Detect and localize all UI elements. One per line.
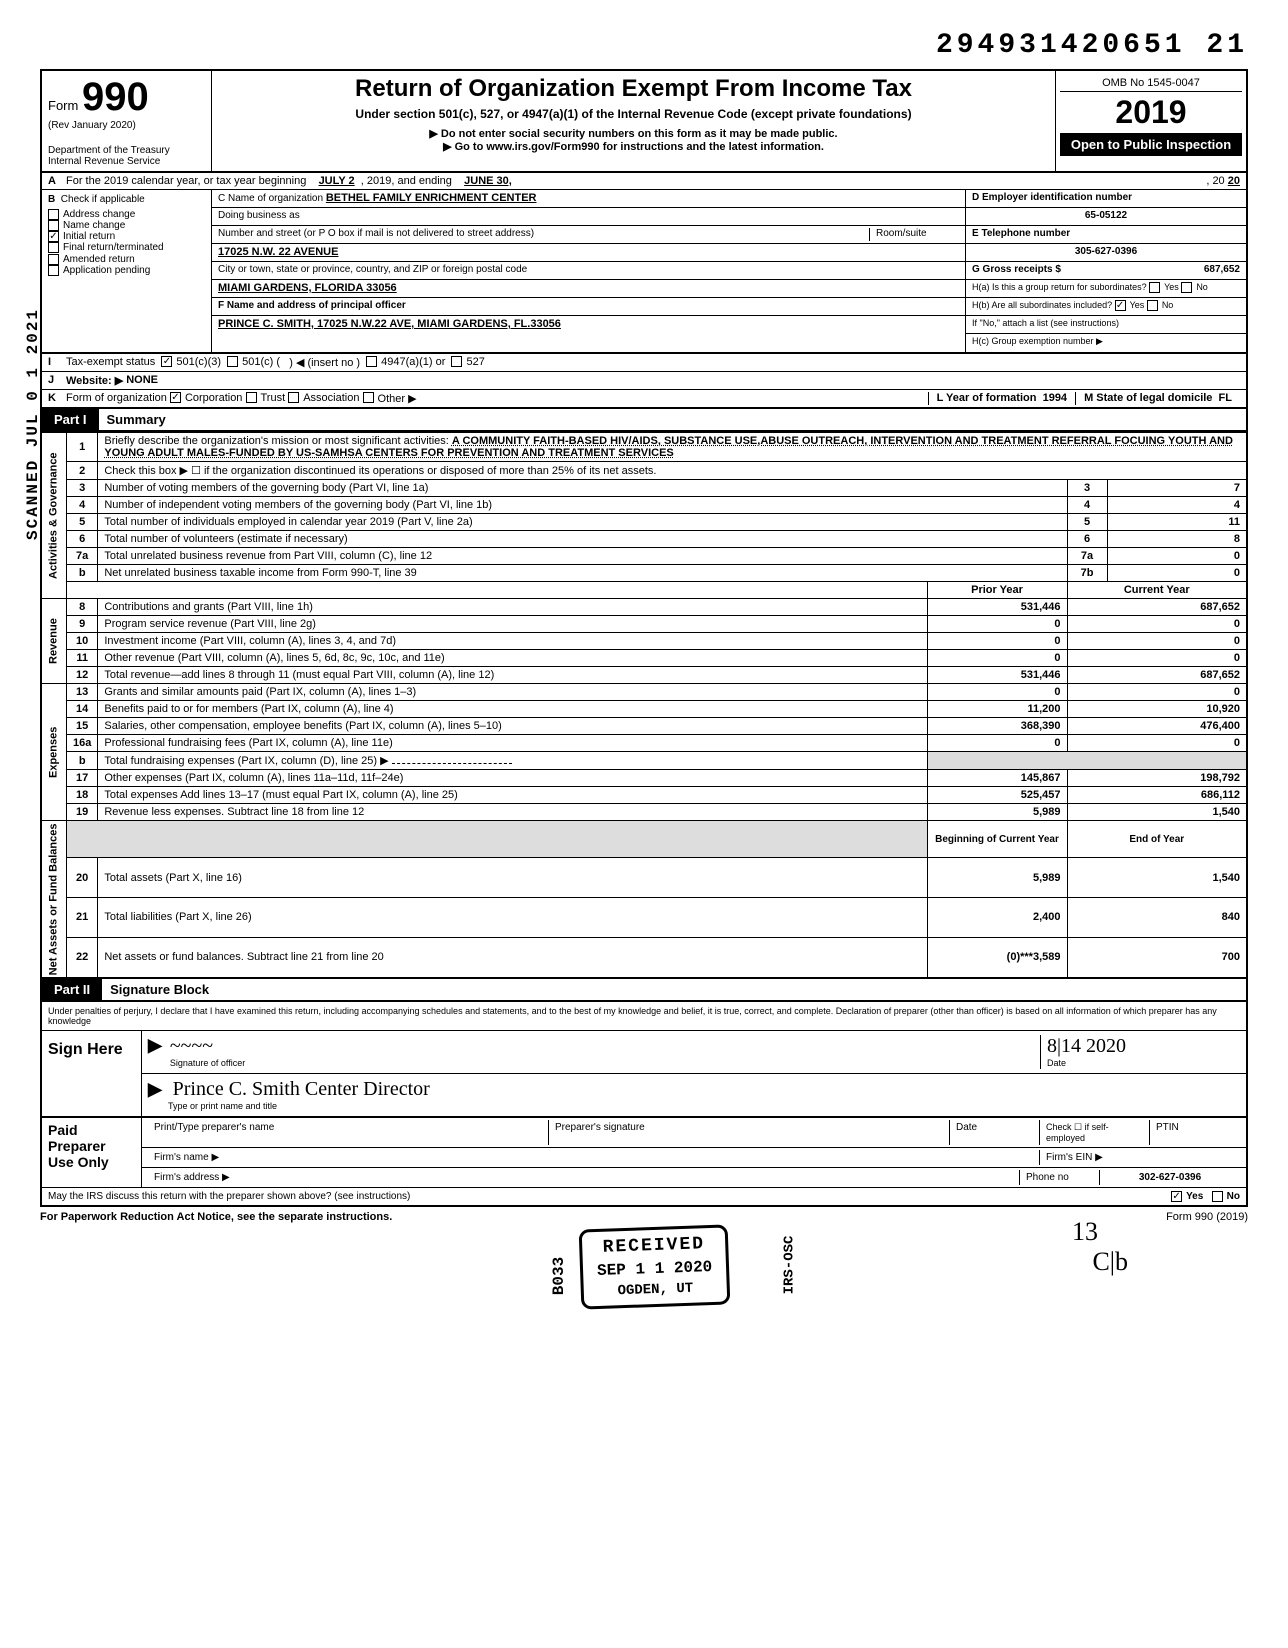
officer-signature: ~~~~ bbox=[170, 1035, 213, 1057]
stamp-irs-osc: IRS-OSC bbox=[781, 1236, 797, 1295]
side-governance: Activities & Governance bbox=[41, 433, 67, 599]
irs-discuss-question: May the IRS discuss this return with the… bbox=[48, 1191, 410, 1202]
sign-here-label: Sign Here bbox=[42, 1031, 142, 1116]
row-j-website: J Website: ▶ NONE bbox=[40, 372, 1248, 390]
side-net-assets: Net Assets or Fund Balances bbox=[41, 821, 67, 978]
ssn-warning: ▶ Do not enter social security numbers o… bbox=[218, 127, 1049, 140]
penalty-statement: Under penalties of perjury, I declare th… bbox=[42, 1002, 1246, 1031]
col-current-year: Current Year bbox=[1067, 582, 1247, 599]
line2-text: Check this box ▶ ☐ if the organization d… bbox=[98, 462, 1247, 480]
line1-label: Briefly describe the organization's miss… bbox=[104, 435, 448, 447]
chk-discuss-no[interactable] bbox=[1212, 1191, 1223, 1202]
page-footer: For Paperwork Reduction Act Notice, see … bbox=[40, 1207, 1248, 1227]
goto-url: ▶ Go to www.irs.gov/Form990 for instruct… bbox=[218, 140, 1049, 153]
tax-year: 2019 bbox=[1060, 92, 1242, 133]
form-number: Form 990 bbox=[48, 75, 205, 120]
row-i-tax-status: I Tax-exempt status 501(c)(3) 501(c) ( )… bbox=[40, 354, 1248, 372]
chk-other[interactable] bbox=[363, 392, 374, 403]
chk-final-return[interactable] bbox=[48, 242, 59, 253]
document-locator-number: 294931420651 21 bbox=[40, 30, 1248, 61]
col-c-org-info: C Name of organization BETHEL FAMILY ENR… bbox=[212, 190, 966, 352]
side-revenue: Revenue bbox=[41, 599, 67, 684]
preparer-phone: 302-627-0396 bbox=[1100, 1170, 1240, 1185]
form-title: Return of Organization Exempt From Incom… bbox=[218, 75, 1049, 103]
stamp-b033: B033 bbox=[550, 1257, 568, 1295]
scanned-stamp: SCANNED JUL 0 1 2021 bbox=[24, 308, 42, 540]
col-b-checkboxes: B Check if applicable Address change Nam… bbox=[42, 190, 212, 352]
officer-name-title: Prince C. Smith Center Director bbox=[165, 1078, 430, 1100]
chk-address-change[interactable] bbox=[48, 209, 59, 220]
chk-application-pending[interactable] bbox=[48, 265, 59, 276]
irs-label: Internal Revenue Service bbox=[48, 156, 205, 167]
chk-501c[interactable] bbox=[227, 356, 238, 367]
part2-header: Part II Signature Block bbox=[40, 979, 1248, 1002]
chk-initial-return[interactable] bbox=[48, 231, 59, 242]
paid-preparer-block: Paid Preparer Use Only Print/Type prepar… bbox=[40, 1118, 1248, 1207]
summary-table: Activities & Governance 1 Briefly descri… bbox=[40, 432, 1248, 979]
handwritten-cb: C|b bbox=[1092, 1247, 1128, 1277]
omb-number: OMB No 1545-0047 bbox=[1060, 75, 1242, 92]
received-stamp: RECEIVED SEP 1 1 2020 OGDEN, UT bbox=[579, 1224, 731, 1309]
chk-trust[interactable] bbox=[246, 392, 257, 403]
signature-date: 8|14 2020 bbox=[1047, 1035, 1126, 1057]
form-subtitle: Under section 501(c), 527, or 4947(a)(1)… bbox=[218, 107, 1049, 121]
signature-block: Under penalties of perjury, I declare th… bbox=[40, 1002, 1248, 1118]
part1-header: Part I Summary bbox=[40, 409, 1248, 432]
side-expenses: Expenses bbox=[41, 684, 67, 821]
form-header: Form 990 (Rev January 2020) Department o… bbox=[40, 69, 1248, 173]
info-block: B Check if applicable Address change Nam… bbox=[40, 190, 1248, 354]
col-d-right: D Employer identification number 65-0512… bbox=[966, 190, 1246, 352]
chk-4947[interactable] bbox=[366, 356, 377, 367]
paid-preparer-label: Paid Preparer Use Only bbox=[42, 1118, 142, 1187]
open-to-public: Open to Public Inspection bbox=[1060, 133, 1242, 156]
row-a-tax-year: A For the 2019 calendar year, or tax yea… bbox=[40, 173, 1248, 190]
chk-corporation[interactable] bbox=[170, 392, 181, 403]
col-prior-year: Prior Year bbox=[927, 582, 1067, 599]
handwritten-13: 13 bbox=[1072, 1217, 1098, 1247]
chk-501c3[interactable] bbox=[161, 356, 172, 367]
stamps-area: RECEIVED SEP 1 1 2020 OGDEN, UT B033 IRS… bbox=[40, 1227, 1248, 1347]
chk-association[interactable] bbox=[288, 392, 299, 403]
row-k-form-org: K Form of organization Corporation Trust… bbox=[40, 390, 1248, 409]
form-revision: (Rev January 2020) bbox=[48, 120, 205, 131]
chk-527[interactable] bbox=[451, 356, 462, 367]
dept-treasury: Department of the Treasury bbox=[48, 145, 205, 156]
chk-amended-return[interactable] bbox=[48, 254, 59, 265]
chk-name-change[interactable] bbox=[48, 220, 59, 231]
chk-discuss-yes[interactable] bbox=[1171, 1191, 1182, 1202]
